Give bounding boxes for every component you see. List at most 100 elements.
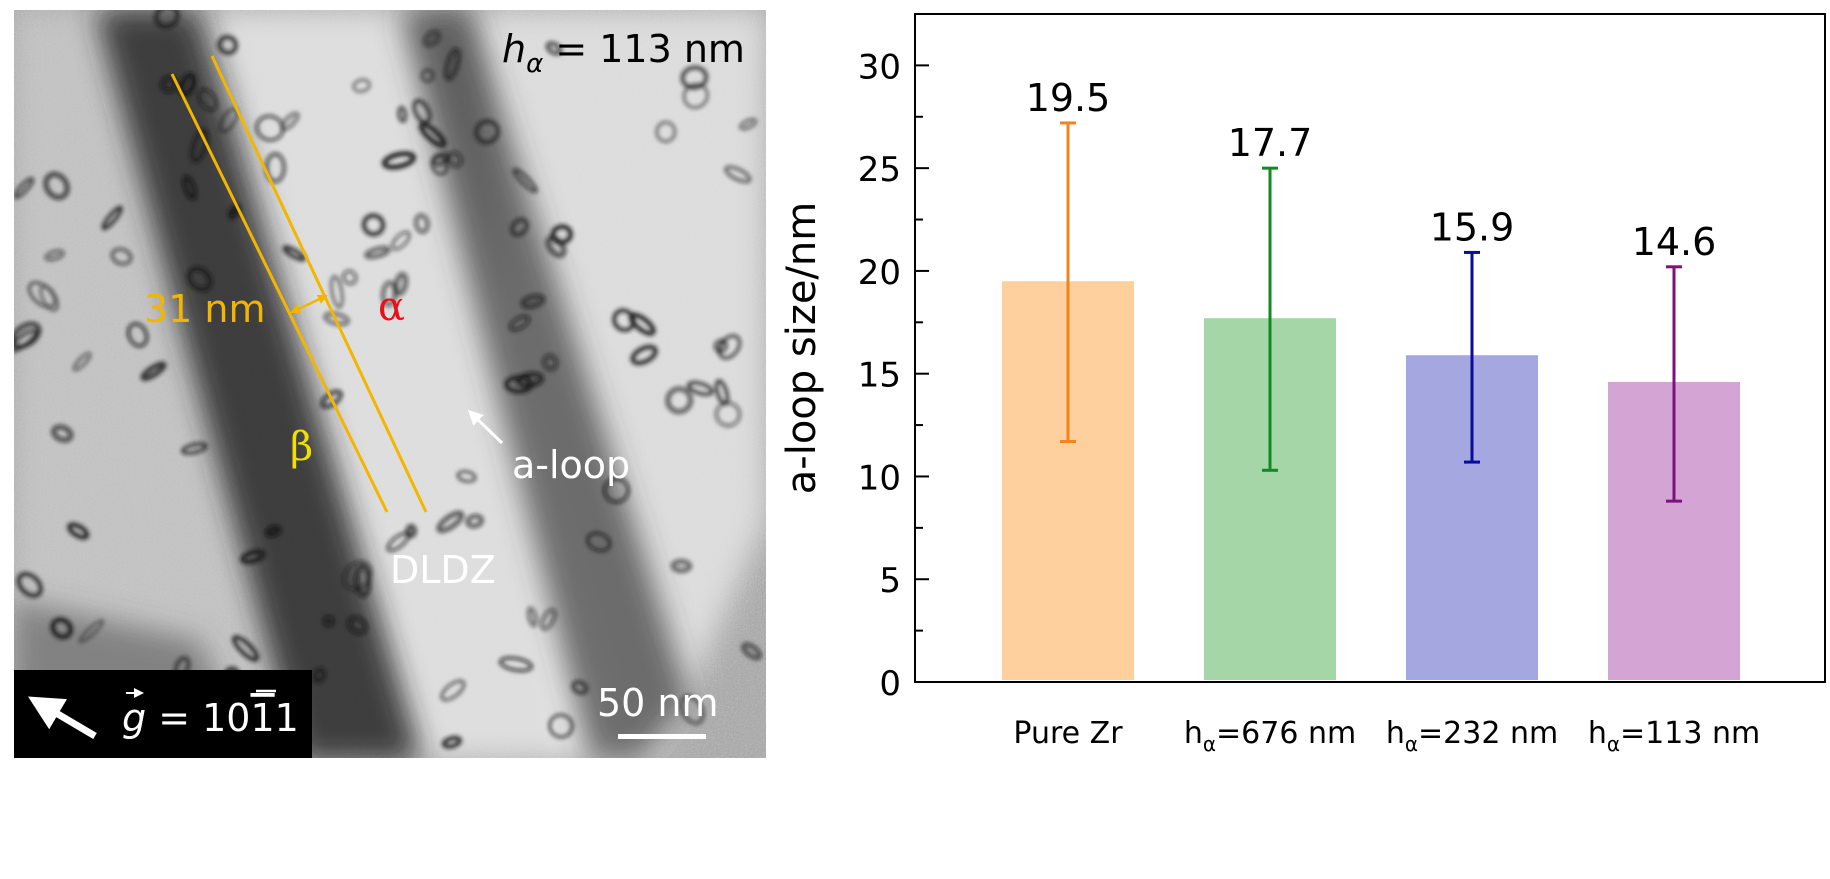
dislocation-loop <box>440 679 466 702</box>
x-tick-label: Pure Zr <box>1013 716 1123 751</box>
dislocation-loop <box>418 122 447 148</box>
dislocation-loop <box>465 514 484 529</box>
dislocation-loop <box>665 386 693 415</box>
thickness-subscript: α <box>526 49 543 79</box>
y-tick-label: 0 <box>879 664 901 704</box>
g-vector-arrow-icon <box>27 696 97 740</box>
dislocation-loop <box>390 230 411 251</box>
dislocation-loop <box>628 312 656 336</box>
dislocation-loop <box>330 275 344 309</box>
dislocation-loop <box>436 510 465 533</box>
dislocation-loop <box>381 280 398 307</box>
dislocation-loop <box>739 118 757 131</box>
width-label: 31 nm <box>144 287 266 331</box>
dislocation-loop <box>361 213 386 237</box>
dislocation-loop <box>412 99 432 124</box>
thickness-label: hα = 113 nm <box>502 27 745 79</box>
dislocation-loop <box>280 111 300 131</box>
bars <box>1002 281 1740 680</box>
dislocation-loop <box>381 151 417 170</box>
dislocation-loop <box>44 249 65 262</box>
beta-phase-label: β <box>290 424 313 470</box>
error-bar <box>1262 166 1278 472</box>
y-tick-label: 5 <box>879 561 901 601</box>
dislocation-loop <box>323 311 350 327</box>
dislocation-loop <box>347 615 368 636</box>
dislocation-loop <box>687 381 714 396</box>
a-loop-label: a-loop <box>512 443 630 487</box>
dislocation-loop <box>456 470 477 483</box>
dislocation-loop <box>540 608 557 631</box>
dislocation-loop <box>586 531 612 553</box>
dislocation-loop <box>713 339 728 354</box>
dislocation-loop <box>655 121 677 143</box>
x-tick-label: hα=676 nm <box>1184 716 1356 756</box>
dislocation-loop <box>422 30 441 48</box>
dislocation-loop <box>126 322 149 348</box>
dislocation-loop <box>474 119 500 145</box>
dislocation-loop <box>414 213 430 234</box>
dislocation-loop <box>520 294 546 309</box>
value-label: 15.9 <box>1430 205 1515 249</box>
g-vector-label: g = 1011 <box>122 688 299 740</box>
dislocation-loop <box>670 559 692 573</box>
dislocation-loop <box>322 615 335 627</box>
error-bar <box>1060 121 1076 444</box>
g-vector-last-digit: 1 <box>275 696 299 740</box>
dislocation-loop <box>187 266 213 292</box>
dislocation-loop <box>240 549 266 565</box>
dislocation-loop <box>197 88 218 112</box>
scale-bar <box>618 734 706 739</box>
dislocation-loop <box>397 106 408 123</box>
x-tick-label: hα=113 nm <box>1588 716 1760 756</box>
dislocation-loop <box>420 68 435 83</box>
value-label: 14.6 <box>1632 220 1717 264</box>
alpha-phase-label: α <box>378 284 405 330</box>
g-vector-text: = 10 <box>146 696 250 740</box>
dislocation-loop <box>679 695 705 725</box>
dislocation-loop <box>341 269 358 286</box>
dislocation-loop <box>217 34 238 55</box>
dislocation-loop <box>79 619 104 643</box>
x-tick-label: hα=232 nm <box>1386 716 1558 756</box>
dislocation-loop <box>515 371 545 388</box>
micrograph-annotations: 31 nm α β a-loop DLDZ hα = 113 nm g = 10… <box>14 27 745 758</box>
dislocation-loop <box>179 72 197 97</box>
value-label: 19.5 <box>1026 76 1111 120</box>
dislocation-loop <box>499 656 533 673</box>
dislocation-loop <box>447 150 463 168</box>
dislocation-loop <box>741 642 762 660</box>
thickness-symbol: h <box>502 27 526 71</box>
error-bar <box>1464 250 1480 464</box>
svg-text:g = 1011: g = 1011 <box>122 696 299 740</box>
dislocation-loop <box>255 114 285 142</box>
width-measure-arrow <box>290 294 328 314</box>
dislocation-loop <box>527 606 538 628</box>
dislocation-loop <box>154 10 180 29</box>
y-tick-label: 25 <box>858 150 901 190</box>
interface-line-right <box>210 55 428 513</box>
dldz-label: DLDZ <box>390 548 496 592</box>
dislocation-loop <box>680 65 709 90</box>
g-vector-symbol: g <box>122 696 146 740</box>
dislocation-loop <box>39 284 59 312</box>
dislocation-loop <box>603 477 630 504</box>
dislocation-loop <box>50 617 74 640</box>
error-bars <box>1060 121 1682 503</box>
dislocation-loop <box>72 352 92 372</box>
dislocation-loop <box>542 353 559 372</box>
dislocation-loop <box>548 713 574 739</box>
g-vector-overbar-digit: 1 <box>250 696 274 740</box>
dislocation-loop <box>231 635 260 662</box>
dislocation-loop <box>444 47 461 81</box>
dislocation-loop <box>264 152 286 184</box>
dislocation-loop <box>550 224 573 245</box>
dislocation-loop <box>512 168 538 194</box>
error-bar <box>1666 265 1682 503</box>
a-loop-pointer-arrow <box>467 409 504 445</box>
dislocation-loop <box>724 165 752 183</box>
dislocation-loop <box>140 361 167 382</box>
dislocation-loop <box>181 442 208 455</box>
dislocation-loop <box>508 314 531 332</box>
